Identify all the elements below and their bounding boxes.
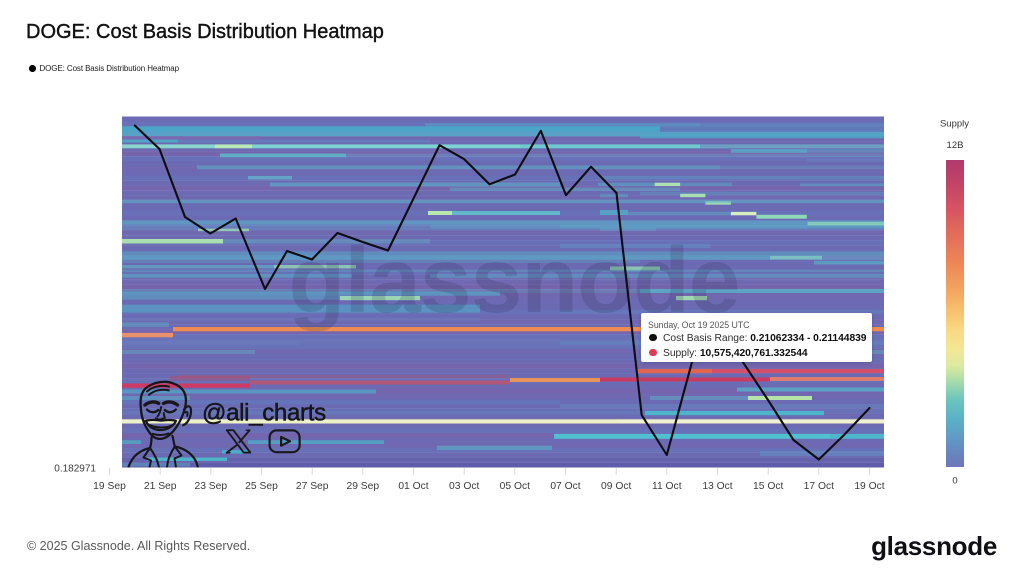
svg-text:09 Oct: 09 Oct xyxy=(601,481,631,492)
svg-text:23 Sep: 23 Sep xyxy=(194,481,227,492)
svg-text:0.182971: 0.182971 xyxy=(54,463,96,474)
svg-text:27 Sep: 27 Sep xyxy=(296,481,329,492)
svg-text:15 Oct: 15 Oct xyxy=(753,481,783,492)
svg-text:01 Oct: 01 Oct xyxy=(398,481,428,492)
svg-text:21 Sep: 21 Sep xyxy=(144,481,177,492)
svg-text:19 Sep: 19 Sep xyxy=(93,481,126,492)
svg-text:07 Oct: 07 Oct xyxy=(550,481,580,492)
svg-text:05 Oct: 05 Oct xyxy=(500,481,530,492)
svg-text:17 Oct: 17 Oct xyxy=(804,481,834,492)
svg-text:@ali_charts: @ali_charts xyxy=(202,399,326,426)
svg-text:11 Oct: 11 Oct xyxy=(652,481,682,492)
svg-text:25 Sep: 25 Sep xyxy=(245,481,278,492)
svg-text:Supply: Supply xyxy=(940,119,969,130)
svg-text:12B: 12B xyxy=(947,140,964,151)
svg-text:19 Oct: 19 Oct xyxy=(854,481,884,492)
svg-text:29 Sep: 29 Sep xyxy=(346,481,379,492)
svg-text:03 Oct: 03 Oct xyxy=(449,481,479,492)
svg-text:13 Oct: 13 Oct xyxy=(702,481,732,492)
svg-text:0: 0 xyxy=(952,476,957,487)
